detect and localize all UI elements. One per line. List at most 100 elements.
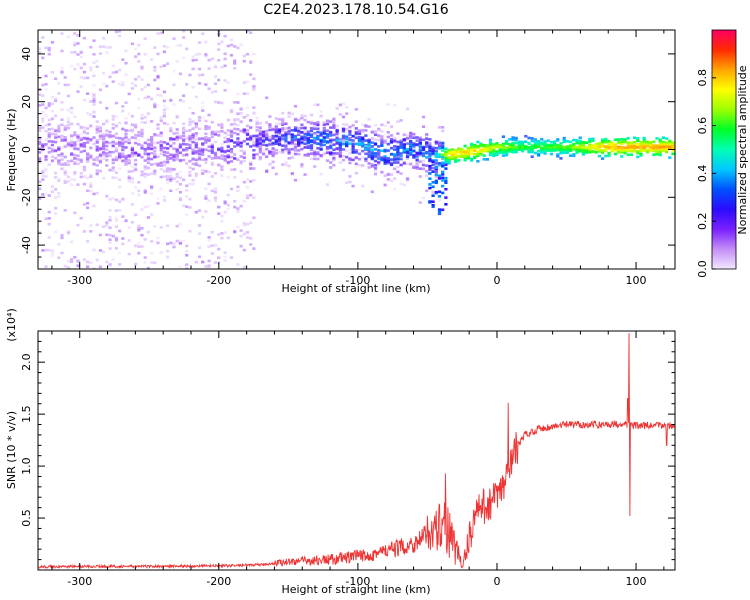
spectrogram-cell <box>86 157 90 160</box>
spectrogram-cell <box>204 136 208 139</box>
spectrogram-cell <box>460 151 464 154</box>
spectrogram-cell <box>405 155 410 158</box>
spectrogram-cell <box>140 129 144 132</box>
spectrogram-cell <box>357 140 362 143</box>
spectrogram-cell <box>373 133 378 136</box>
colorbar-gradient <box>711 29 737 270</box>
spectrogram-cell <box>447 162 451 165</box>
spectrogram-cell <box>201 105 205 109</box>
spectrogram-cell <box>156 76 160 79</box>
spectrogram-cell <box>594 144 598 148</box>
spectrogram-cell <box>364 139 368 142</box>
spectrogram-cell <box>297 141 301 144</box>
spectrogram-cell <box>63 125 67 128</box>
spectrogram-cell <box>313 124 317 127</box>
spectrogram-cell <box>38 104 42 107</box>
spectrogram-cell <box>421 147 426 150</box>
spectrogram-cell <box>146 138 150 142</box>
y-tick-label: 2.0 <box>20 353 33 371</box>
spectrogram-cell <box>204 169 208 173</box>
spectrogram-cell <box>156 197 160 201</box>
spectrogram-cell <box>386 159 390 163</box>
spectrogram-cell <box>95 191 99 195</box>
spectrogram-cell <box>162 146 166 150</box>
spectrogram-cell <box>313 131 317 135</box>
spectrogram-cell <box>242 54 246 58</box>
spectrogram-cell <box>217 101 221 104</box>
spectrogram-cell <box>127 239 131 242</box>
spectrogram-cell <box>150 240 154 243</box>
spectrogram-cell <box>124 121 128 125</box>
spectrogram-cell <box>197 224 202 227</box>
spectrogram-cell <box>47 48 51 52</box>
spectrogram-cell <box>210 57 214 61</box>
spectrogram-cell <box>514 150 518 154</box>
spectrogram-cell <box>162 90 166 94</box>
spectrogram-cell <box>281 120 285 123</box>
spectrogram-cell <box>274 131 278 134</box>
spectrogram-cell <box>86 189 90 192</box>
spectrogram-cell <box>629 143 633 147</box>
spectrogram-cell <box>210 132 214 136</box>
spectrogram-cell <box>293 104 298 108</box>
snr-scale-label: (x10⁴) <box>5 308 18 342</box>
spectrogram-cell <box>396 148 400 151</box>
spectrogram-cell <box>153 141 157 145</box>
spectrogram-cell <box>150 147 154 150</box>
spectrogram-cell <box>287 129 291 133</box>
spectrogram-cell <box>613 144 617 147</box>
spectrogram-cell <box>114 158 118 162</box>
spectrogram-cell <box>313 141 317 145</box>
spectrogram-cell <box>322 127 326 131</box>
spectrogram-cell <box>229 150 234 154</box>
spectrogram-cell <box>223 64 227 68</box>
spectrogram-cell <box>73 162 77 166</box>
spectrogram-cell <box>530 155 534 158</box>
spectrogram-cell <box>252 144 256 147</box>
spectrogram-cell <box>82 70 86 74</box>
spectrogram-cell <box>127 141 131 145</box>
spectrogram-cell <box>402 133 406 136</box>
spectrogram-cell <box>306 146 310 150</box>
spectrogram-cell <box>524 134 528 138</box>
spectrogram-cell <box>444 179 448 183</box>
spectrogram-cell <box>367 150 371 153</box>
spectrogram-cell <box>102 250 106 254</box>
spectrogram-cell <box>300 165 304 168</box>
spectrogram-cell <box>252 141 256 144</box>
spectrogram-cell <box>124 156 128 160</box>
spectrogram-cell <box>102 137 106 141</box>
spectrogram-cell <box>143 238 147 241</box>
spectrogram-cell <box>261 133 266 137</box>
spectrogram-cell <box>54 176 58 179</box>
spectrogram-cell <box>255 125 259 129</box>
spectrogram-cell <box>143 189 147 192</box>
spectrogram-cell <box>572 143 576 146</box>
spectrogram-cell <box>111 150 115 154</box>
spectrogram-cell <box>434 142 438 145</box>
spectrogram-cell <box>105 158 109 162</box>
spectrogram-cell <box>197 82 202 85</box>
spectrogram-cell <box>57 82 61 85</box>
spectrogram-cell <box>412 135 416 138</box>
spectrogram-cell <box>303 126 307 129</box>
spectrogram-cell <box>649 141 653 144</box>
spectrogram-cell <box>162 44 166 48</box>
spectrogram-cell <box>425 156 429 159</box>
spectrogram-cell <box>134 151 138 154</box>
spectrogram-cell <box>38 197 42 200</box>
spectrogram-cell <box>41 126 45 129</box>
spectrogram-cell <box>575 141 579 145</box>
spectrogram-cell <box>351 184 355 188</box>
spectrogram-cell <box>127 154 131 157</box>
spectrogram-cell <box>453 156 458 160</box>
spectrogram-cell <box>540 138 544 141</box>
spectrogram-cell <box>162 111 166 115</box>
spectrogram-cell <box>588 147 592 150</box>
spectrogram-cell <box>341 134 346 138</box>
spectrogram-cell <box>197 119 202 123</box>
spectrogram-cell <box>137 60 141 63</box>
spectrogram-cell <box>389 140 394 143</box>
spectrogram-cell <box>118 121 122 125</box>
spectrogram-cell <box>118 136 122 140</box>
